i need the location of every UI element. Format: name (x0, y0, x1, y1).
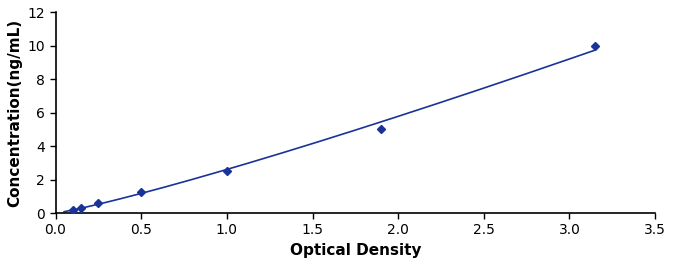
Y-axis label: Concentration(ng/mL): Concentration(ng/mL) (7, 19, 22, 207)
X-axis label: Optical Density: Optical Density (289, 243, 421, 258)
